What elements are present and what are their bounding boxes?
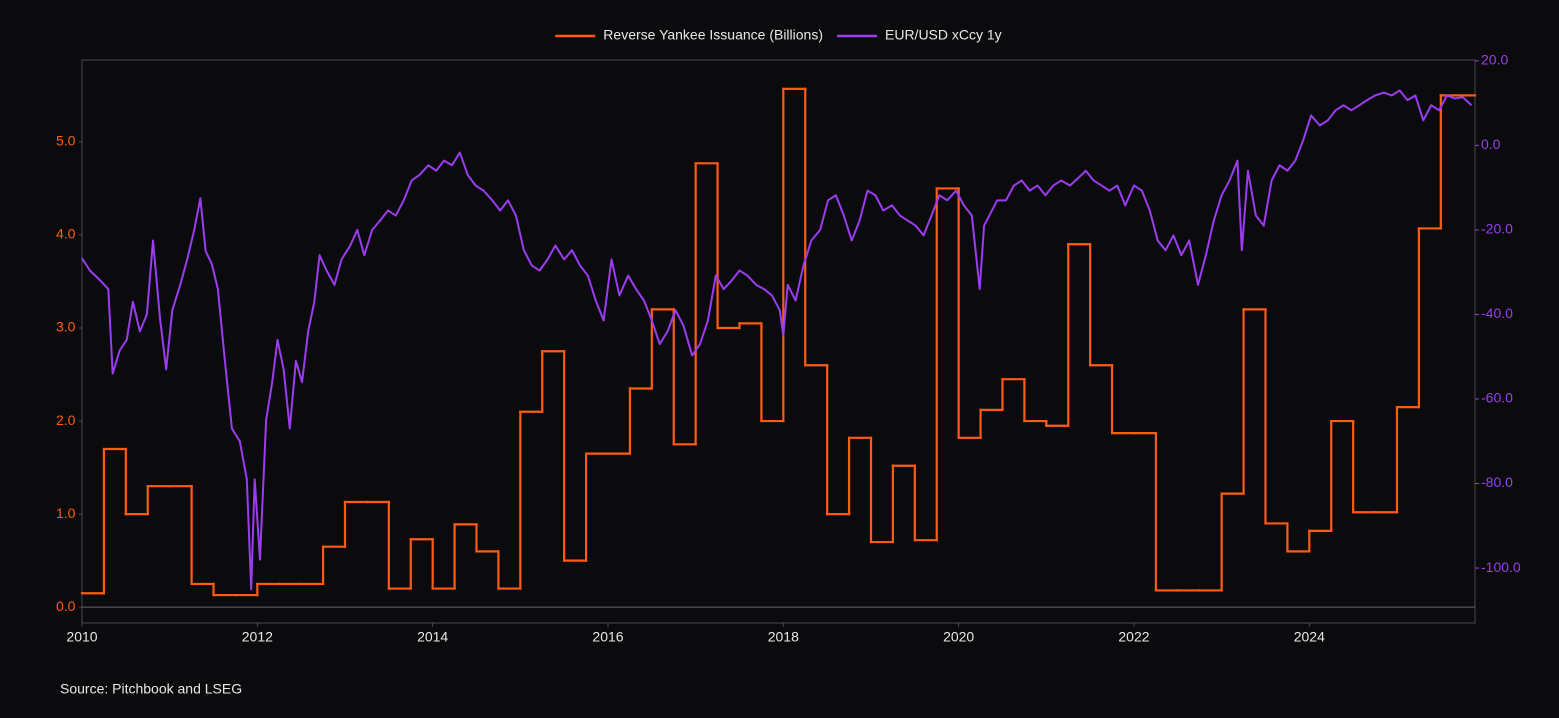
y-tick-label: 3.0 [56, 319, 76, 335]
y-tick-label: 1.0 [56, 505, 76, 521]
x-tick-label: 2022 [1118, 629, 1149, 645]
y2-tick-label: 0.0 [1481, 136, 1501, 152]
y2-tick-label: -80.0 [1481, 474, 1513, 490]
legend-label: Reverse Yankee Issuance (Billions) [603, 27, 823, 43]
y2-tick-label: -100.0 [1481, 559, 1521, 575]
y-tick-label: 5.0 [56, 133, 76, 149]
y-tick-label: 0.0 [56, 598, 76, 614]
y2-tick-label: -20.0 [1481, 221, 1513, 237]
y2-tick-label: -40.0 [1481, 305, 1513, 321]
source-note: Source: Pitchbook and LSEG [60, 681, 242, 697]
y-tick-label: 4.0 [56, 226, 76, 242]
y2-tick-label: -60.0 [1481, 390, 1513, 406]
x-tick-label: 2016 [592, 629, 623, 645]
y-tick-label: 2.0 [56, 412, 76, 428]
plot-frame [81, 59, 1476, 624]
x-tick-label: 2024 [1294, 629, 1325, 645]
y2-tick-label: 20.0 [1481, 52, 1508, 68]
legend-label: EUR/USD xCcy 1y [885, 27, 1002, 43]
x-tick-label: 2012 [242, 629, 273, 645]
x-tick-label: 2018 [768, 629, 799, 645]
x-tick-label: 2014 [417, 629, 448, 645]
x-tick-label: 2020 [943, 629, 974, 645]
x-tick-label: 2010 [66, 629, 97, 645]
series-line [81, 89, 1473, 591]
